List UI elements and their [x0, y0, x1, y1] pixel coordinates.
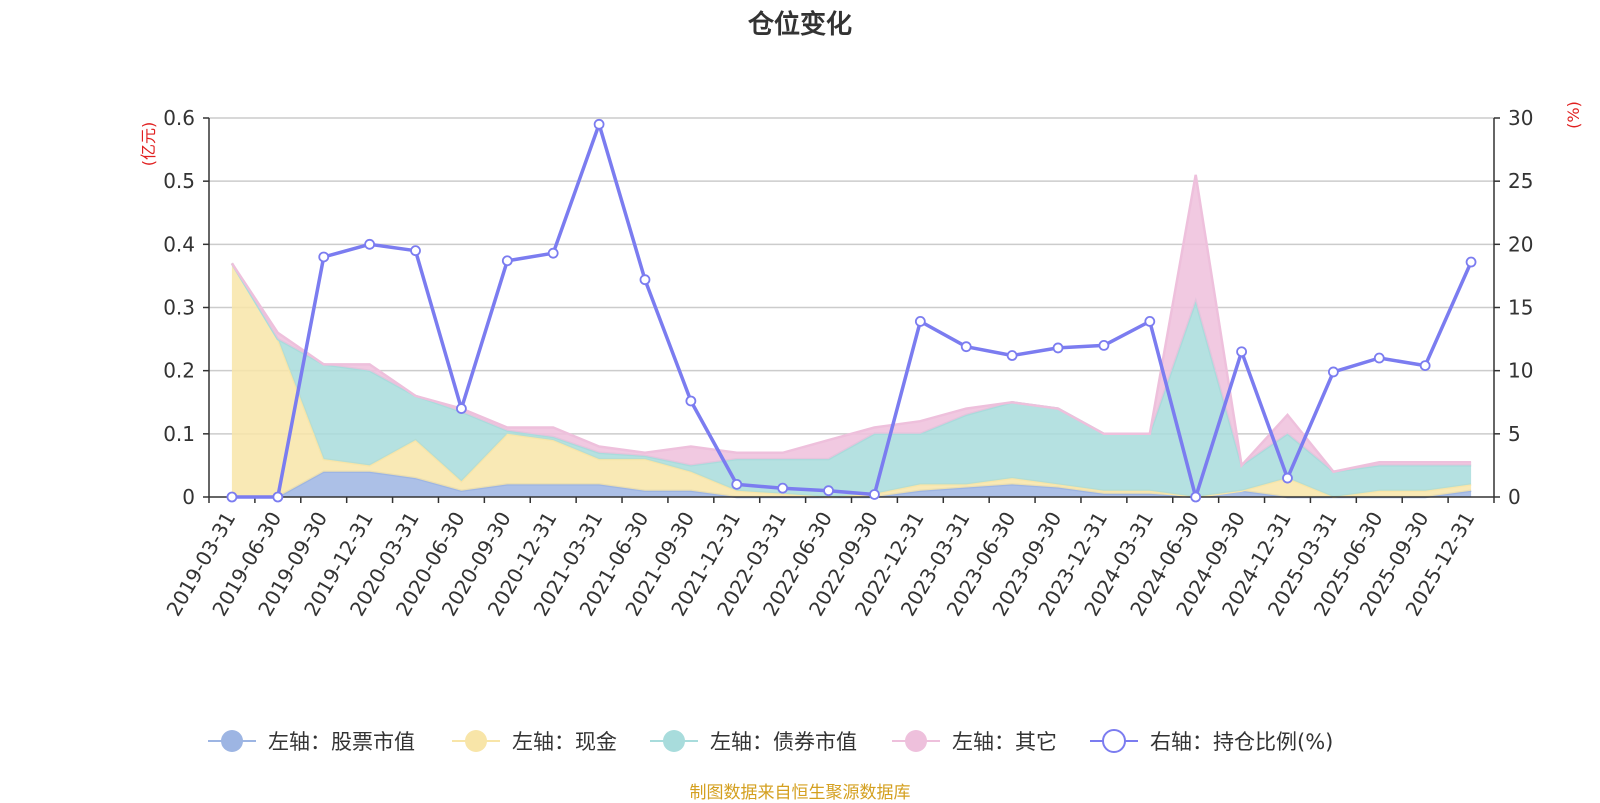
right-tick-label: 25 — [1508, 169, 1533, 193]
legend-dot-icon — [905, 730, 927, 752]
left-tick-label: 0.2 — [163, 359, 195, 383]
legend-item-3[interactable]: 左轴：债券市值 — [650, 730, 857, 754]
legend[interactable]: 左轴：股票市值 左轴：现金 左轴：债券市值 左轴：其它 右轴：持仓比例(%) — [208, 729, 1333, 754]
legend-label: 左轴：现金 — [512, 730, 617, 754]
ratio-point — [685, 395, 697, 407]
source-note: 制图数据来自恒生聚源数据库 — [689, 783, 911, 803]
right-tick-label: 10 — [1508, 359, 1533, 383]
ratio-point — [1144, 315, 1156, 327]
right-tick-label: 0 — [1508, 485, 1521, 509]
legend-label: 左轴：股票市值 — [268, 730, 415, 754]
left-tick-label: 0 — [182, 485, 195, 509]
ratio-point — [823, 485, 834, 497]
ratio-point — [364, 238, 376, 250]
legend-dot-icon — [221, 730, 243, 752]
ratio-point — [731, 478, 743, 490]
legend-ring-icon — [1102, 729, 1126, 753]
right-tick-label: 15 — [1508, 296, 1533, 320]
area-series-3 — [231, 263, 1472, 497]
ratio-point — [410, 245, 421, 257]
ratio-point — [272, 491, 284, 503]
right-tick-label: 30 — [1508, 106, 1533, 130]
ratio-point — [456, 403, 467, 414]
chart-title: 仓位变化 — [747, 9, 852, 40]
left-tick-label: 0.5 — [163, 169, 195, 193]
legend-item-1[interactable]: 左轴：股票市值 — [208, 730, 415, 754]
legend-item-2[interactable]: 左轴：现金 — [452, 730, 617, 754]
ratio-point — [318, 251, 330, 263]
legend-item-4[interactable]: 左轴：其它 — [892, 730, 1057, 754]
ratio-point — [1327, 366, 1339, 378]
area-series-4-edge — [230, 174, 1472, 474]
left-unit-label: (亿元) — [139, 122, 158, 167]
ratio-point — [869, 489, 880, 500]
ratio-point — [1098, 339, 1110, 351]
legend-label: 左轴：其它 — [952, 730, 1057, 754]
ratio-point — [547, 247, 559, 259]
ratio-line-group — [226, 118, 1477, 503]
legend-label: 右轴：持仓比例(%) — [1150, 730, 1333, 754]
ratio-point — [226, 491, 238, 503]
ratio-point — [777, 482, 789, 494]
ratio-point — [1465, 256, 1477, 268]
legend-dot-icon — [663, 730, 685, 752]
legend-item-5[interactable]: 右轴：持仓比例(%) — [1090, 729, 1333, 754]
ratio-point — [1052, 342, 1064, 354]
ratio-point — [639, 274, 651, 286]
ratio-point — [1419, 360, 1431, 372]
area-series-4 — [231, 174, 1472, 472]
left-tick-label: 0.1 — [163, 422, 195, 446]
left-tick-label: 0.4 — [163, 232, 195, 256]
area-series-1 — [231, 471, 1472, 497]
ratio-point — [593, 118, 605, 130]
right-tick-label: 5 — [1508, 422, 1521, 446]
left-tick-label: 0.6 — [163, 106, 195, 130]
right-tick-label: 20 — [1508, 232, 1533, 256]
ratio-point — [1373, 352, 1385, 364]
ratio-point — [914, 315, 926, 327]
ratio-point — [1190, 491, 1202, 503]
right-unit-label: (%) — [1564, 101, 1583, 129]
legend-label: 左轴：债券市值 — [710, 730, 857, 754]
ratio-line — [231, 122, 1473, 499]
ratio-point — [1006, 350, 1018, 361]
area-series-group — [230, 174, 1472, 499]
left-tick-label: 0.3 — [163, 296, 195, 320]
ratio-point — [1236, 346, 1247, 358]
legend-dot-icon — [465, 730, 487, 752]
ratio-point — [1282, 472, 1293, 484]
ratio-point — [501, 255, 513, 267]
ratio-point — [960, 341, 972, 353]
